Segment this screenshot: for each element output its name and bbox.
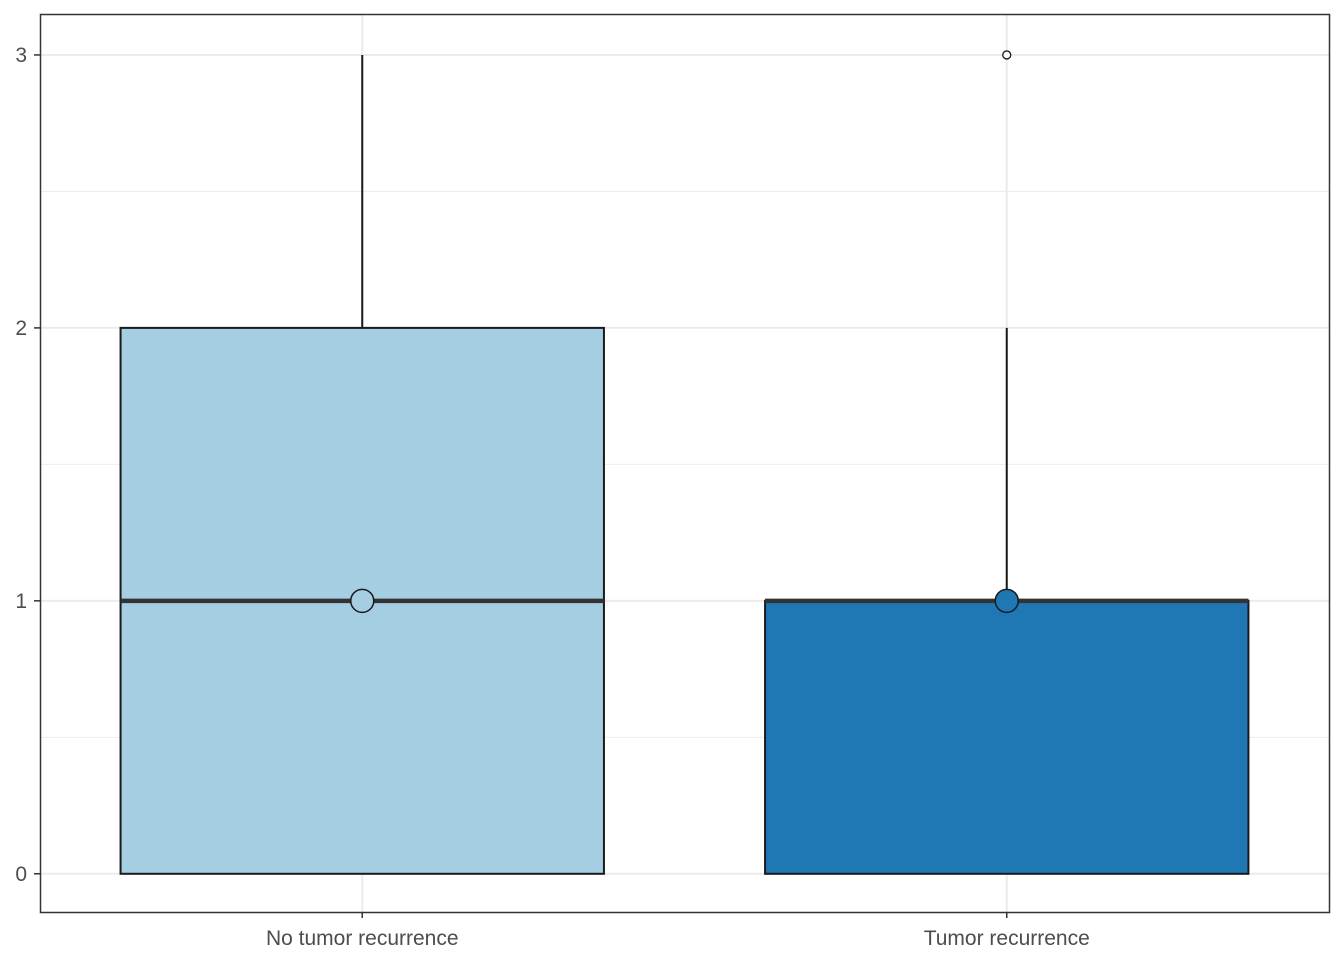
y-tick-label: 1 [15, 590, 27, 613]
outliers [1002, 50, 1012, 60]
y-tick-label: 3 [15, 44, 27, 67]
boxes [119, 54, 1250, 875]
mean-point [994, 588, 1019, 614]
mean-markers [350, 588, 1019, 614]
x-tick-label: No tumor recurrence [266, 927, 459, 950]
outlier-point [1002, 50, 1012, 60]
panel-border [39, 13, 1331, 914]
y-tick-label: 0 [15, 863, 27, 886]
axes: 0 1 2 3 No tumor recurrence Tumor recurrence [15, 44, 1089, 950]
mean-point [350, 588, 375, 614]
box-body [764, 599, 1250, 875]
y-tick-label: 2 [15, 317, 27, 340]
x-tick-label: Tumor recurrence [924, 927, 1090, 950]
